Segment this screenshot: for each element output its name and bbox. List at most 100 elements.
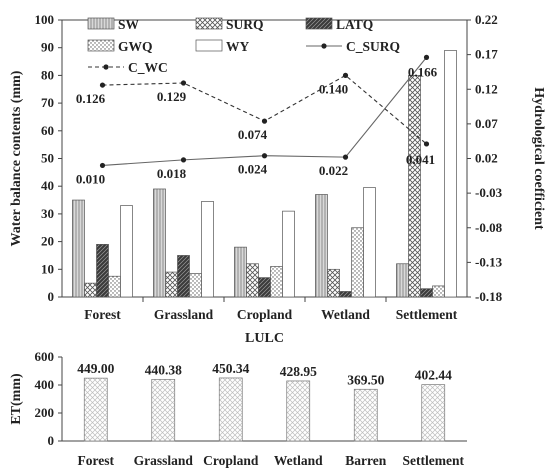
legend-swatch-sw xyxy=(87,17,115,30)
y2-tick-label: -0.13 xyxy=(475,254,503,269)
legend-swatch-latq xyxy=(305,17,333,30)
y2-tick-label: -0.18 xyxy=(475,289,503,304)
bar-sw-settlement xyxy=(396,263,409,298)
bar-latq-forest xyxy=(96,244,109,298)
data-label-et: 402.44 xyxy=(415,368,452,383)
data-label-c-wc: 0.140 xyxy=(319,81,348,96)
y-axis-title: Water balance contents (mm) xyxy=(9,70,24,246)
bar-wy-forest xyxy=(120,205,133,298)
y2-tick-label: 0.07 xyxy=(475,116,498,131)
y2-tick-label: -0.08 xyxy=(475,220,503,235)
legend-marker-c-surq xyxy=(321,43,327,49)
point-c-surq-grassland xyxy=(180,157,187,163)
bar-et-cropland xyxy=(218,377,243,442)
point-c-surq-settlement xyxy=(423,54,430,60)
data-label-c-wc: 0.129 xyxy=(157,89,187,104)
bar-wy-grassland xyxy=(201,201,214,298)
legend-label-gwq: GWQ xyxy=(118,39,153,54)
y2-axis-title: Hydrological coefficient xyxy=(531,87,546,230)
x-tick-label: Forest xyxy=(78,453,115,468)
y-tick-label: 20 xyxy=(41,234,54,249)
y-tick-label: 30 xyxy=(41,206,54,221)
point-c-wc-forest xyxy=(99,82,106,88)
y-tick-label: 400 xyxy=(35,377,55,392)
bar-gwq-cropland xyxy=(270,266,283,298)
legend-label-latq: LATQ xyxy=(336,17,373,32)
y-tick-label: 90 xyxy=(41,40,54,55)
data-label-et: 428.95 xyxy=(280,364,317,379)
y2-tick-label: 0.22 xyxy=(475,12,498,27)
point-c-wc-cropland xyxy=(261,118,268,124)
y-tick-label: 50 xyxy=(41,151,54,166)
point-c-wc-grassland xyxy=(180,80,187,86)
bar-surq-grassland xyxy=(165,271,178,298)
data-label-et: 449.00 xyxy=(77,361,114,376)
bar-et-wetland xyxy=(286,380,311,442)
point-c-surq-forest xyxy=(99,162,106,169)
bar-latq-cropland xyxy=(258,277,271,298)
legend-label-surq: SURQ xyxy=(226,17,264,32)
point-c-surq-wetland xyxy=(342,154,349,160)
y-tick-label: 10 xyxy=(41,261,54,276)
point-c-wc-wetland xyxy=(342,72,349,78)
bar-sw-forest xyxy=(72,199,85,298)
data-label-c-wc: 0.041 xyxy=(406,152,435,167)
x-tick-label: Settlement xyxy=(396,307,458,322)
bar-wy-settlement xyxy=(444,50,457,298)
x-tick-label: Cropland xyxy=(237,307,293,322)
x-tick-label: Wetland xyxy=(321,307,370,322)
bar-gwq-settlement xyxy=(432,285,445,298)
bar-surq-settlement xyxy=(408,75,421,298)
data-label-c-surq: 0.018 xyxy=(157,166,187,181)
x-tick-label: Cropland xyxy=(203,453,259,468)
x-tick-label: Grassland xyxy=(154,307,214,322)
point-c-surq-cropland xyxy=(261,153,268,159)
bar-et-grassland xyxy=(151,378,176,442)
data-label-et: 369.50 xyxy=(347,372,384,387)
bar-gwq-forest xyxy=(108,275,121,298)
water-balance-chart: 0 10 20 30 40 50 60 70 80 90 100 -0.18 -0.13 -0.08 -0.… xyxy=(9,12,546,346)
legend-swatch-gwq xyxy=(87,39,115,52)
y-tick-label: 100 xyxy=(35,12,55,27)
data-label-c-wc: 0.074 xyxy=(238,127,268,142)
data-label-et: 450.34 xyxy=(212,361,249,376)
legend-label-wy: WY xyxy=(226,39,250,54)
bar-surq-wetland xyxy=(327,268,340,298)
y2-tick-label: 0.02 xyxy=(475,151,498,166)
bar-et-barren xyxy=(353,388,378,442)
bar-wy-cropland xyxy=(282,210,295,298)
y2-tick-label: 0.12 xyxy=(475,81,498,96)
y-tick-label: 200 xyxy=(35,405,55,420)
x-tick-label: Grassland xyxy=(134,453,194,468)
legend-label-c-surq: C_SURQ xyxy=(346,39,400,54)
bar-surq-forest xyxy=(84,282,97,298)
bar-sw-cropland xyxy=(234,246,247,298)
data-label-c-surq: 0.010 xyxy=(76,171,105,186)
bar-et-settlement xyxy=(421,384,446,442)
data-label-et: 440.38 xyxy=(145,362,182,377)
point-c-wc-settlement xyxy=(423,141,430,147)
bar-gwq-wetland xyxy=(351,227,364,298)
bar-latq-settlement xyxy=(420,288,433,298)
y-tick-label: 60 xyxy=(41,123,54,138)
x-tick-label: Forest xyxy=(84,307,121,322)
bar-gwq-grassland xyxy=(189,273,202,298)
x-axis-title: LULC xyxy=(245,331,284,346)
legend-marker-c-wc xyxy=(103,64,109,70)
et-chart: 0 200 400 600 449.00 Forest 440.38 Grassland 450… xyxy=(9,349,467,468)
y-tick-label: 0 xyxy=(48,433,55,448)
bar-surq-cropland xyxy=(246,263,259,298)
y-tick-label: 40 xyxy=(41,178,54,193)
legend-label-sw: SW xyxy=(118,17,140,32)
bar-latq-grassland xyxy=(177,255,190,298)
y-axis-title: ET(mm) xyxy=(9,373,24,425)
data-label-c-surq: 0.022 xyxy=(319,163,348,178)
x-tick-label: Settlement xyxy=(403,453,465,468)
bar-latq-wetland xyxy=(339,291,352,298)
x-tick-label: Barren xyxy=(345,453,386,468)
y-tick-label: 70 xyxy=(41,95,54,110)
data-label-c-surq: 0.166 xyxy=(408,64,438,79)
y-tick-label: 0 xyxy=(48,289,55,304)
